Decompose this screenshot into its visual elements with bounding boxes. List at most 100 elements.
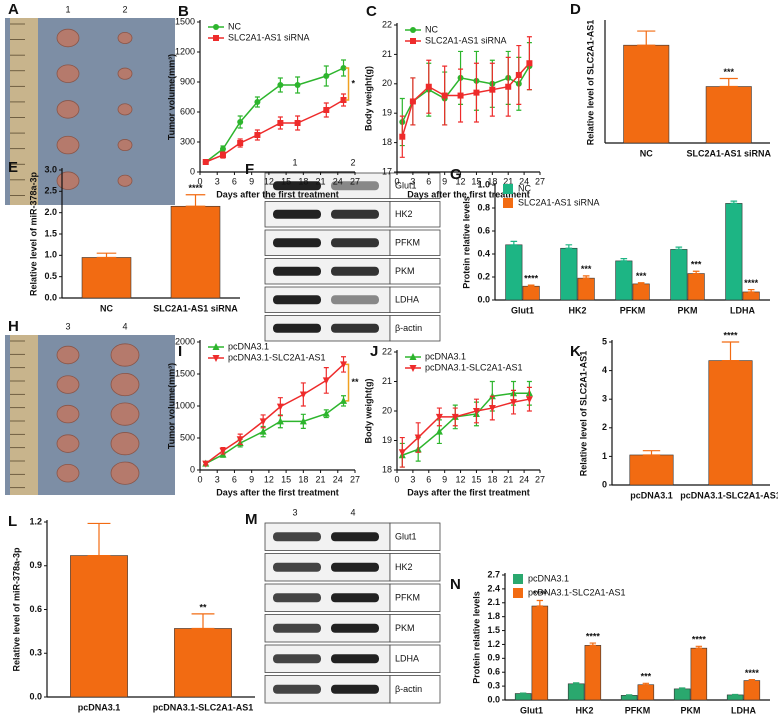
bar [742,291,760,301]
tumor [110,432,140,456]
y-tick-label: 18 [382,464,392,474]
line [205,99,344,163]
x-tick-label: 9 [442,176,447,186]
tumor [56,28,80,48]
protein-label: Glut1 [395,181,417,191]
x-tick-label: pcDNA3.1 [78,702,121,712]
y-tick-label: 1.2 [487,639,500,649]
x-tick-label: 18 [487,176,497,186]
y-tick-label: 22 [382,19,392,29]
error-bar [191,613,215,630]
x-tick-label: 27 [350,176,360,186]
y-tick-label: 5 [602,336,607,346]
blot-band [331,593,379,603]
y-tick-label: 2000 [175,336,195,346]
tumor [117,67,133,80]
marker [277,120,284,126]
x-tick-label: PFKM [620,305,646,315]
protein-label: HK2 [395,562,413,572]
x-tick-label: PKM [681,705,701,714]
tumor [110,402,140,426]
panel-letter: B [178,3,189,20]
tumor [56,135,80,155]
y-tick-label: 2.1 [487,597,500,607]
y-tick-label: 1.8 [487,611,500,621]
x-tick-label: 21 [503,474,513,484]
y-axis-label: Protein relative levels [461,196,471,289]
error-bar [510,240,518,246]
annotation: ** [352,377,360,387]
bar [505,244,523,301]
x-tick-label: 27 [535,474,545,484]
error-bar [582,275,590,279]
annotation: **** [745,668,760,678]
error-bar [637,282,645,285]
y-tick-label: 1.5 [44,228,57,238]
y-axis-label: Protein relative levels [471,591,481,684]
bracket [345,67,350,101]
bar [670,249,688,301]
panel-letter: D [570,1,581,18]
y-tick-label: 0.0 [29,691,42,701]
legend-marker [213,35,219,41]
tumor [117,174,133,187]
marker [510,399,518,407]
x-tick-label: 9 [442,474,447,484]
marker [340,97,347,103]
legend-label: pcDNA3.1 [528,573,569,583]
annotation: **** [188,183,203,193]
bar [522,285,540,301]
annotation: ** [199,602,207,612]
legend-marker [212,343,220,350]
y-tick-label: 0 [190,464,195,474]
error-bar [527,284,535,287]
y-tick-label: 0.3 [487,680,500,690]
error-bar [721,341,740,362]
marker [219,447,227,455]
marker [277,82,284,88]
legend-swatch [503,198,513,208]
y-tick-label: 300 [180,136,195,146]
blot-band [273,593,321,603]
y-tick-label: 18 [382,137,392,147]
marker [489,86,496,93]
bar [637,684,655,701]
blot-band [331,532,379,542]
y-axis-label: Tumor volume(mm³) [166,54,176,140]
y-tick-label: 0.0 [44,292,57,302]
y-tick-label: 2.7 [487,569,500,579]
bar [170,205,221,299]
y-tick-label: 17 [382,166,392,176]
bar [687,273,705,301]
annotation: **** [524,273,539,283]
blot-band [273,209,321,219]
marker [441,92,448,99]
x-axis-label: Days after the first treatment [407,189,530,199]
x-tick-label: NC [100,303,113,313]
marker [294,120,301,126]
marker [451,413,459,421]
blot-label-box [389,315,441,342]
x-tick-label: SLC2A1-AS1 siRNA [153,303,238,313]
y-tick-label: 0.4 [477,248,490,258]
x-axis-label: Days after the first treatment [407,487,530,497]
tumor [56,404,80,424]
x-tick-label: 21 [316,176,326,186]
x-tick-label: 15 [471,176,481,186]
bar [70,555,128,698]
panel-letter: F [245,161,254,178]
x-tick-label: 0 [197,474,202,484]
annotation: *** [723,67,734,77]
annotation: *** [641,672,652,682]
y-tick-label: 2 [602,422,607,432]
y-tick-label: 0.0 [477,294,490,304]
annotation: **** [723,330,738,340]
x-tick-label: 24 [333,474,343,484]
y-tick-label: 21 [382,49,392,59]
x-tick-label: 0 [394,176,399,186]
y-tick-label: 19 [382,108,392,118]
blot-band [273,323,321,333]
error-bar [572,682,580,685]
panel-letter: E [8,159,18,176]
blot-band [273,684,321,694]
